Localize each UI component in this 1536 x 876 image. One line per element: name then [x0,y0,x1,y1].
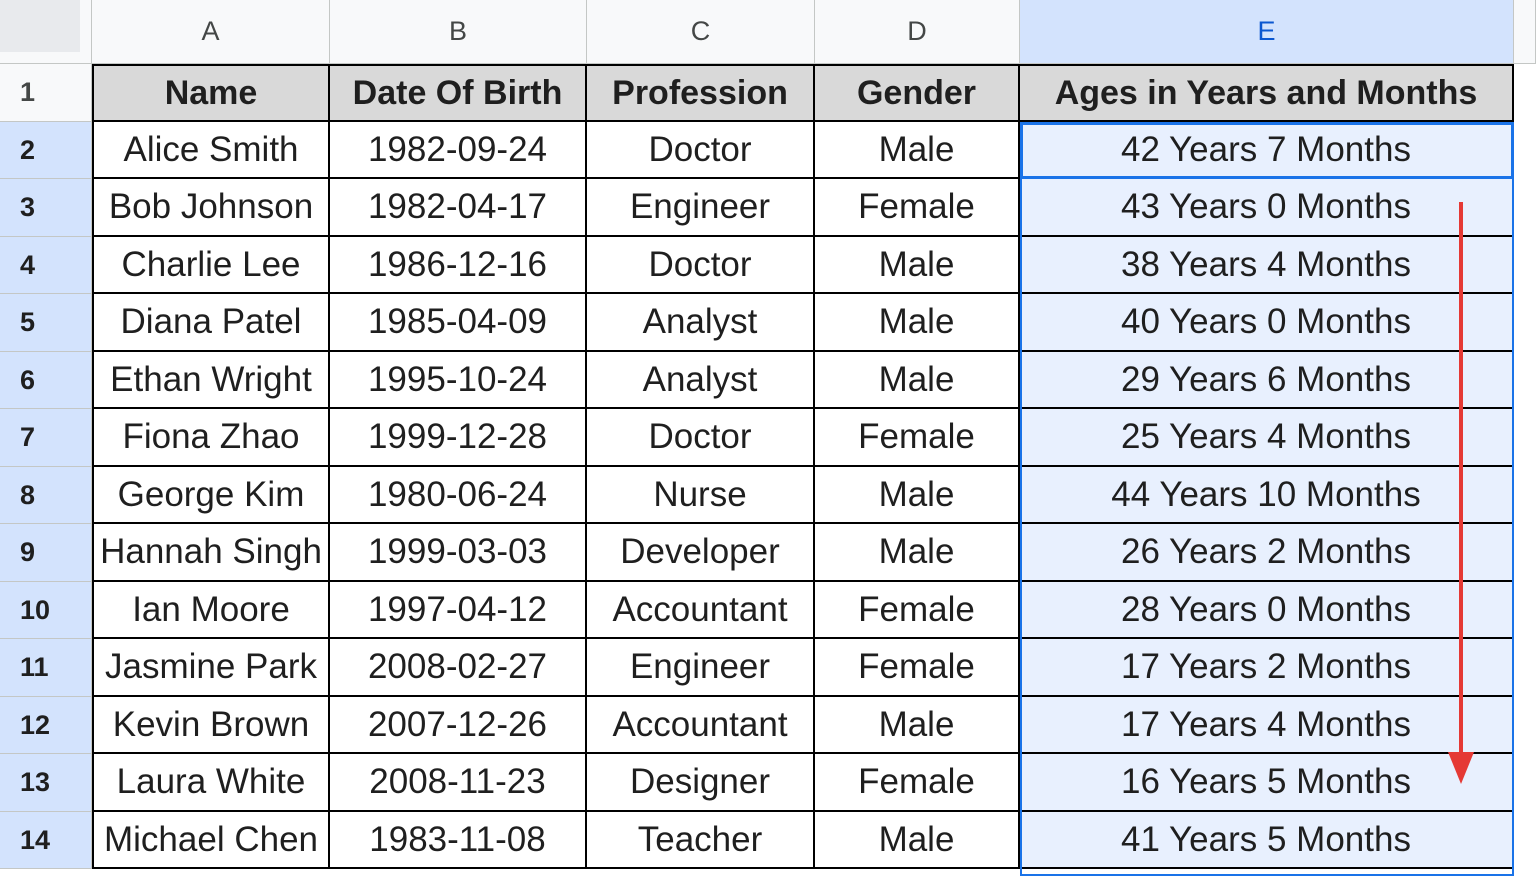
cell-b8[interactable]: 1980-06-24 [330,467,587,524]
cell-a7[interactable]: Fiona Zhao [92,409,330,467]
cell-c10[interactable]: Accountant [587,582,815,639]
cell-b7[interactable]: 1999-12-28 [330,409,587,467]
cell-b6[interactable]: 1995-10-24 [330,352,587,409]
cell-e11[interactable]: 17 Years 2 Months [1020,639,1514,697]
cell-e7[interactable]: 25 Years 4 Months [1020,409,1514,467]
cell-b11[interactable]: 2008-02-27 [330,639,587,697]
cell-a12[interactable]: Kevin Brown [92,697,330,754]
column-header-d[interactable]: D [815,0,1020,64]
row-header-12[interactable]: 12 [0,697,92,754]
row-header-7[interactable]: 7 [0,409,92,467]
cell-b4[interactable]: 1986-12-16 [330,237,587,294]
cell-d14[interactable]: Male [815,812,1020,869]
row-header-11[interactable]: 11 [0,639,92,697]
cell-a5[interactable]: Diana Patel [92,294,330,352]
column-header-c[interactable]: C [587,0,815,64]
cell-e8[interactable]: 44 Years 10 Months [1020,467,1514,524]
row-header-5[interactable]: 5 [0,294,92,352]
row-header-10[interactable]: 10 [0,582,92,639]
cell-c12[interactable]: Accountant [587,697,815,754]
cell-a8[interactable]: George Kim [92,467,330,524]
cell-e10[interactable]: 28 Years 0 Months [1020,582,1514,639]
cell-a11[interactable]: Jasmine Park [92,639,330,697]
cell-e9[interactable]: 26 Years 2 Months [1020,524,1514,582]
cell-c13[interactable]: Designer [587,754,815,812]
cell-e12[interactable]: 17 Years 4 Months [1020,697,1514,754]
row-header-4[interactable]: 4 [0,237,92,294]
cell-d5[interactable]: Male [815,294,1020,352]
cell-d2[interactable]: Male [815,122,1020,179]
cell-c5[interactable]: Analyst [587,294,815,352]
cell-e3[interactable]: 43 Years 0 Months [1020,179,1514,237]
cell-b12[interactable]: 2007-12-26 [330,697,587,754]
cell-d7[interactable]: Female [815,409,1020,467]
header-cell-e[interactable]: Ages in Years and Months [1020,64,1514,122]
cell-d10[interactable]: Female [815,582,1020,639]
cell-a14[interactable]: Michael Chen [92,812,330,869]
cell-a2[interactable]: Alice Smith [92,122,330,179]
row-header-1[interactable]: 1 [0,64,92,122]
cell-b14[interactable]: 1983-11-08 [330,812,587,869]
column-header-f[interactable] [1514,0,1536,64]
cell-c9[interactable]: Developer [587,524,815,582]
cell-b5[interactable]: 1985-04-09 [330,294,587,352]
cell-e14[interactable]: 41 Years 5 Months [1020,812,1514,869]
cell-c8[interactable]: Nurse [587,467,815,524]
cell-d9[interactable]: Male [815,524,1020,582]
column-header-b[interactable]: B [330,0,587,64]
column-header-a[interactable]: A [92,0,330,64]
cell-d8[interactable]: Male [815,467,1020,524]
cell-a4[interactable]: Charlie Lee [92,237,330,294]
cell-c11[interactable]: Engineer [587,639,815,697]
row-header-2[interactable]: 2 [0,122,92,179]
cell-c14[interactable]: Teacher [587,812,815,869]
row-header-14[interactable]: 14 [0,812,92,869]
header-cell-c[interactable]: Profession [587,64,815,122]
cell-e6[interactable]: 29 Years 6 Months [1020,352,1514,409]
cell-a9[interactable]: Hannah Singh [92,524,330,582]
cell-e5[interactable]: 40 Years 0 Months [1020,294,1514,352]
row-header-9[interactable]: 9 [0,524,92,582]
row-header-8[interactable]: 8 [0,467,92,524]
cell-e2[interactable]: 42 Years 7 Months [1020,122,1514,179]
cell-c6[interactable]: Analyst [587,352,815,409]
cell-a3[interactable]: Bob Johnson [92,179,330,237]
cell-d11[interactable]: Female [815,639,1020,697]
header-cell-d[interactable]: Gender [815,64,1020,122]
cell-d12[interactable]: Male [815,697,1020,754]
cell-e13[interactable]: 16 Years 5 Months [1020,754,1514,812]
down-arrow-icon [1448,202,1474,784]
cell-a6[interactable]: Ethan Wright [92,352,330,409]
cell-b3[interactable]: 1982-04-17 [330,179,587,237]
column-header-e[interactable]: E [1020,0,1514,64]
cell-d6[interactable]: Male [815,352,1020,409]
cell-b2[interactable]: 1982-09-24 [330,122,587,179]
cell-c3[interactable]: Engineer [587,179,815,237]
cell-c4[interactable]: Doctor [587,237,815,294]
cell-d4[interactable]: Male [815,237,1020,294]
cell-b10[interactable]: 1997-04-12 [330,582,587,639]
header-cell-a[interactable]: Name [92,64,330,122]
cell-c2[interactable]: Doctor [587,122,815,179]
cell-d13[interactable]: Female [815,754,1020,812]
cell-a10[interactable]: Ian Moore [92,582,330,639]
cell-e4[interactable]: 38 Years 4 Months [1020,237,1514,294]
row-header-13[interactable]: 13 [0,754,92,812]
cell-b13[interactable]: 2008-11-23 [330,754,587,812]
cell-c7[interactable]: Doctor [587,409,815,467]
row-header-6[interactable]: 6 [0,352,92,409]
cell-b9[interactable]: 1999-03-03 [330,524,587,582]
cell-d3[interactable]: Female [815,179,1020,237]
row-header-3[interactable]: 3 [0,179,92,237]
cell-a13[interactable]: Laura White [92,754,330,812]
header-cell-b[interactable]: Date Of Birth [330,64,587,122]
select-all-corner[interactable] [0,0,92,64]
